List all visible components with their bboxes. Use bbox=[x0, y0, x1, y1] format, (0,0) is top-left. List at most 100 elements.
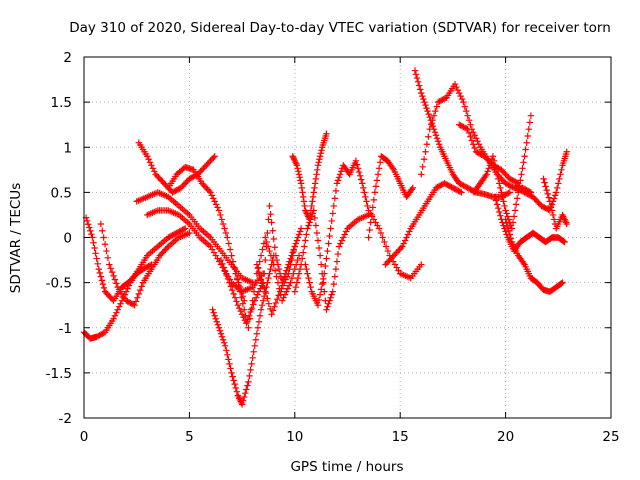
data-point bbox=[467, 186, 474, 193]
data-point bbox=[322, 262, 329, 270]
data-point bbox=[162, 181, 169, 189]
data-point bbox=[338, 237, 346, 244]
data-point bbox=[290, 156, 298, 163]
data-point bbox=[559, 211, 566, 219]
data-point bbox=[93, 255, 100, 262]
data-point bbox=[560, 214, 568, 222]
data-point bbox=[554, 184, 561, 192]
data-point bbox=[474, 138, 481, 145]
series-track-14 bbox=[302, 157, 425, 309]
data-point bbox=[159, 178, 166, 186]
data-point bbox=[291, 243, 298, 250]
data-point bbox=[296, 228, 304, 235]
data-point bbox=[493, 201, 501, 208]
data-point bbox=[517, 177, 524, 184]
data-point bbox=[100, 329, 107, 337]
data-point bbox=[500, 169, 508, 177]
data-point bbox=[258, 280, 266, 287]
data-point bbox=[183, 178, 190, 186]
data-point bbox=[239, 397, 247, 404]
data-point bbox=[552, 189, 560, 196]
data-point bbox=[293, 160, 300, 167]
data-point bbox=[372, 183, 380, 190]
data-point bbox=[303, 231, 310, 238]
data-point bbox=[169, 232, 176, 239]
data-point bbox=[281, 273, 288, 280]
data-point bbox=[368, 211, 375, 219]
data-point bbox=[252, 336, 260, 343]
data-point bbox=[375, 165, 383, 172]
data-point bbox=[96, 269, 104, 277]
data-point bbox=[217, 330, 225, 337]
data-point bbox=[353, 161, 361, 168]
data-point bbox=[309, 198, 316, 205]
data-point bbox=[352, 157, 360, 164]
data-point bbox=[130, 273, 138, 280]
data-point bbox=[550, 195, 558, 202]
data-point bbox=[289, 249, 296, 256]
data-point bbox=[531, 195, 538, 202]
data-point bbox=[259, 246, 266, 253]
data-point bbox=[510, 177, 518, 185]
data-point bbox=[200, 165, 207, 172]
data-point bbox=[278, 297, 286, 304]
data-point bbox=[295, 252, 303, 259]
series-track-11 bbox=[253, 202, 305, 291]
data-point bbox=[401, 237, 409, 244]
data-point bbox=[436, 98, 443, 105]
data-point bbox=[458, 189, 465, 196]
data-point bbox=[331, 273, 339, 280]
data-point bbox=[302, 261, 309, 268]
data-point bbox=[200, 181, 207, 189]
data-point bbox=[374, 171, 382, 178]
data-point bbox=[329, 210, 336, 217]
data-point bbox=[264, 229, 271, 237]
data-point bbox=[490, 157, 498, 164]
data-point bbox=[132, 298, 140, 305]
data-point bbox=[256, 272, 264, 280]
data-point bbox=[231, 380, 238, 388]
data-point bbox=[493, 171, 501, 178]
data-point bbox=[422, 101, 429, 109]
data-point bbox=[223, 347, 230, 354]
data-point bbox=[451, 185, 458, 192]
data-point bbox=[285, 261, 292, 268]
data-point bbox=[433, 135, 441, 142]
data-point bbox=[290, 154, 297, 161]
data-point bbox=[207, 157, 214, 164]
data-point bbox=[540, 175, 547, 183]
data-point bbox=[324, 247, 331, 255]
data-point bbox=[222, 229, 230, 237]
data-point bbox=[104, 254, 112, 262]
data-point bbox=[134, 294, 141, 301]
data-point bbox=[239, 292, 247, 300]
data-point bbox=[513, 179, 521, 186]
data-point bbox=[207, 189, 214, 196]
plot-area bbox=[80, 67, 570, 408]
data-point bbox=[367, 219, 374, 226]
data-point bbox=[541, 204, 548, 211]
data-point bbox=[461, 183, 469, 190]
data-point bbox=[418, 261, 425, 268]
data-point bbox=[365, 234, 372, 241]
data-point bbox=[526, 119, 534, 126]
data-point bbox=[212, 201, 220, 208]
data-point bbox=[456, 180, 463, 187]
data-point bbox=[453, 186, 461, 194]
data-point bbox=[444, 181, 451, 189]
data-point bbox=[475, 141, 483, 148]
data-point bbox=[356, 172, 364, 180]
data-point bbox=[311, 180, 319, 187]
data-point bbox=[104, 291, 112, 298]
data-point bbox=[209, 306, 216, 313]
y-tick-label: -0.5 bbox=[46, 276, 72, 292]
data-point bbox=[333, 258, 341, 265]
data-point bbox=[256, 258, 263, 265]
data-point bbox=[256, 312, 264, 319]
data-point bbox=[179, 183, 186, 190]
data-point bbox=[249, 297, 256, 304]
data-point bbox=[163, 183, 171, 190]
data-point bbox=[413, 74, 421, 82]
data-point bbox=[545, 194, 553, 201]
data-point bbox=[326, 232, 333, 240]
